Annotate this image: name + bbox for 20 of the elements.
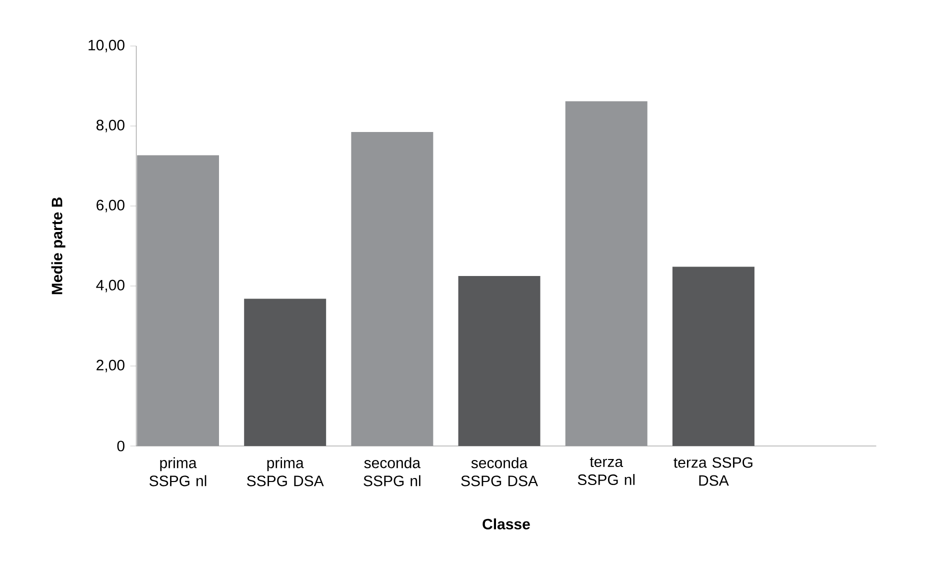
bar	[565, 101, 648, 446]
x-tick-label: seconda SSPG DSA	[461, 457, 538, 486]
y-tick-label: 6,00	[96, 200, 124, 212]
x-tick-label: seconda SSPG nl	[364, 457, 421, 486]
y-axis-title: Medie parte B	[51, 198, 66, 294]
bar	[351, 132, 434, 446]
x-tick-label: terza SSPG DSA	[674, 457, 752, 486]
y-tick-label: 2,00	[96, 360, 124, 372]
x-axis-title: Classe	[482, 518, 530, 530]
y-tick-label: 8,00	[96, 120, 124, 132]
x-tick-label: prima SSPG DSA	[247, 457, 324, 486]
y-tick-label: 4,00	[96, 280, 124, 292]
x-tick-label: prima SSPG nl	[150, 457, 206, 486]
bar	[458, 276, 540, 446]
y-tick-label: 10,00	[88, 40, 124, 52]
bar	[137, 155, 219, 446]
bar	[244, 298, 326, 446]
y-tick-label: 0	[117, 440, 124, 452]
bar	[672, 266, 754, 446]
x-tick-label: terza SSPG nl	[578, 457, 635, 486]
